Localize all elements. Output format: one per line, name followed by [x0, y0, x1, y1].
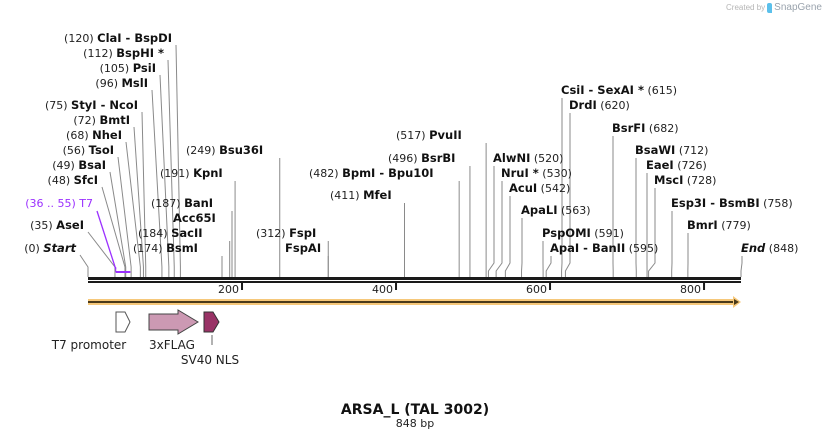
- enzyme-leader-lines: [79, 44, 743, 277]
- watermark-brand: SnapGene: [774, 2, 822, 13]
- primer-leader-line: [96, 210, 117, 270]
- enzyme-label[interactable]: Acc65I: [173, 211, 216, 225]
- enzyme-label[interactable]: DrdI (620): [569, 98, 630, 112]
- 3xflag-arrow-icon[interactable]: [148, 309, 199, 335]
- enzyme-label[interactable]: (49) BsaI: [52, 158, 106, 172]
- leader-line: [125, 141, 141, 277]
- feature-label: T7 promoter: [51, 338, 127, 352]
- leader-line: [564, 113, 571, 277]
- ruler-tick-label: 400: [372, 283, 393, 296]
- backbone-bottom-strand: [88, 281, 741, 283]
- enzyme-label[interactable]: AlwNI (520): [493, 151, 563, 165]
- enzyme-label[interactable]: (35) AseI: [30, 218, 84, 232]
- enzyme-label[interactable]: AcuI (542): [509, 181, 570, 195]
- enzyme-label[interactable]: (496) BsrBI: [388, 151, 455, 165]
- t7-promoter-arrow-icon[interactable]: [115, 311, 131, 333]
- enzyme-label[interactable]: (105) PsiI: [100, 61, 156, 75]
- leader-line: [167, 59, 175, 277]
- enzyme-label[interactable]: (482) BpmI - Bpu10I: [309, 166, 434, 180]
- sequence-length: 848 bp: [395, 417, 435, 430]
- snapgene-logo-icon: [767, 2, 773, 13]
- enzyme-label[interactable]: End (848): [741, 241, 798, 255]
- enzyme-label[interactable]: NruI * (530): [501, 166, 572, 180]
- enzyme-label[interactable]: (48) SfcI: [48, 173, 98, 187]
- enzyme-label[interactable]: (0) Start: [24, 241, 76, 255]
- backbone-top-strand: [88, 277, 741, 280]
- enzyme-label[interactable]: (184) SacII: [138, 226, 203, 240]
- leader-line: [740, 256, 743, 277]
- leader-line: [648, 188, 656, 277]
- sequence-title: ARSA_L (TAL 3002): [340, 402, 490, 418]
- leader-line: [141, 111, 147, 277]
- enzyme-label[interactable]: (112) BspHI *: [83, 46, 164, 60]
- sequence-backbone: [88, 277, 741, 283]
- enzyme-label[interactable]: CsiI - SexAI * (615): [561, 83, 677, 97]
- leader-line: [101, 186, 126, 277]
- feature-label: SV40 NLS: [181, 353, 239, 367]
- enzyme-label[interactable]: ApaLI (563): [521, 203, 591, 217]
- enzyme-label[interactable]: (75) StyI - NcoI: [45, 98, 138, 112]
- ruler-tick: [241, 283, 244, 290]
- enzyme-label[interactable]: BmrI (779): [687, 218, 751, 232]
- enzyme-label[interactable]: BsrFI (682): [612, 121, 679, 135]
- enzyme-label[interactable]: (517) PvuII: [396, 128, 462, 142]
- ruler-tick: [703, 283, 706, 290]
- enzyme-label[interactable]: (249) Bsu36I: [186, 143, 263, 157]
- enzyme-label[interactable]: (68) NheI: [66, 128, 122, 142]
- enzyme-label[interactable]: (120) ClaI - BspDI: [64, 31, 172, 45]
- watermark-prefix: Created by: [726, 3, 766, 12]
- leader-line: [175, 44, 181, 277]
- leader-line: [151, 89, 163, 277]
- leader-line: [487, 166, 495, 277]
- enzyme-labels: (120) ClaI - BspDI(112) BspHI *(105) Psi…: [24, 31, 798, 255]
- enzyme-label[interactable]: (187) BanI: [151, 196, 213, 210]
- leader-line: [504, 196, 511, 277]
- primer-label-t7[interactable]: (36 .. 55) T7: [25, 197, 93, 210]
- ruler-tick: [395, 283, 398, 290]
- enzyme-label[interactable]: MscI (728): [654, 173, 716, 187]
- ruler-ticks: 200 400 600 800: [218, 283, 706, 296]
- enzyme-label[interactable]: BsaWI (712): [635, 143, 708, 157]
- leader-line: [109, 171, 127, 277]
- enzyme-label[interactable]: (191) KpnI: [160, 166, 223, 180]
- enzyme-label[interactable]: EaeI (726): [646, 158, 707, 172]
- map-title-block: ARSA_L (TAL 3002) 848 bp: [0, 402, 830, 430]
- orf-arrow[interactable]: [88, 296, 741, 308]
- enzyme-label[interactable]: PspOMI (591): [542, 226, 624, 240]
- leader-line: [159, 74, 170, 277]
- enzyme-label[interactable]: (72) BmtI: [73, 113, 130, 127]
- enzyme-label[interactable]: ApaI - BanII (595): [550, 241, 658, 255]
- ruler-tick-label: 600: [526, 283, 547, 296]
- ruler-tick-label: 200: [218, 283, 239, 296]
- snapgene-watermark: Created by SnapGene: [726, 2, 822, 13]
- enzyme-label[interactable]: FspAI: [285, 241, 321, 255]
- ruler-tick: [549, 283, 552, 290]
- enzyme-label[interactable]: (312) FspI: [256, 226, 316, 240]
- feature-label: 3xFLAG: [149, 338, 195, 352]
- leader-line: [79, 254, 89, 277]
- enzyme-label[interactable]: (174) BsmI: [133, 241, 198, 255]
- leader-line: [545, 256, 552, 277]
- enzyme-label[interactable]: (411) MfeI: [330, 188, 392, 202]
- enzyme-label[interactable]: Esp3I - BsmBI (758): [671, 196, 793, 210]
- sv40-nls-arrow-icon[interactable]: [203, 311, 220, 333]
- enzyme-label[interactable]: (56) TsoI: [63, 143, 114, 157]
- ruler-tick-label: 800: [680, 283, 701, 296]
- enzyme-label[interactable]: (96) MslI: [95, 76, 148, 90]
- primer-bar[interactable]: [115, 271, 131, 273]
- leader-line: [495, 181, 503, 277]
- leader-line: [133, 126, 144, 277]
- leader-line: [117, 156, 132, 277]
